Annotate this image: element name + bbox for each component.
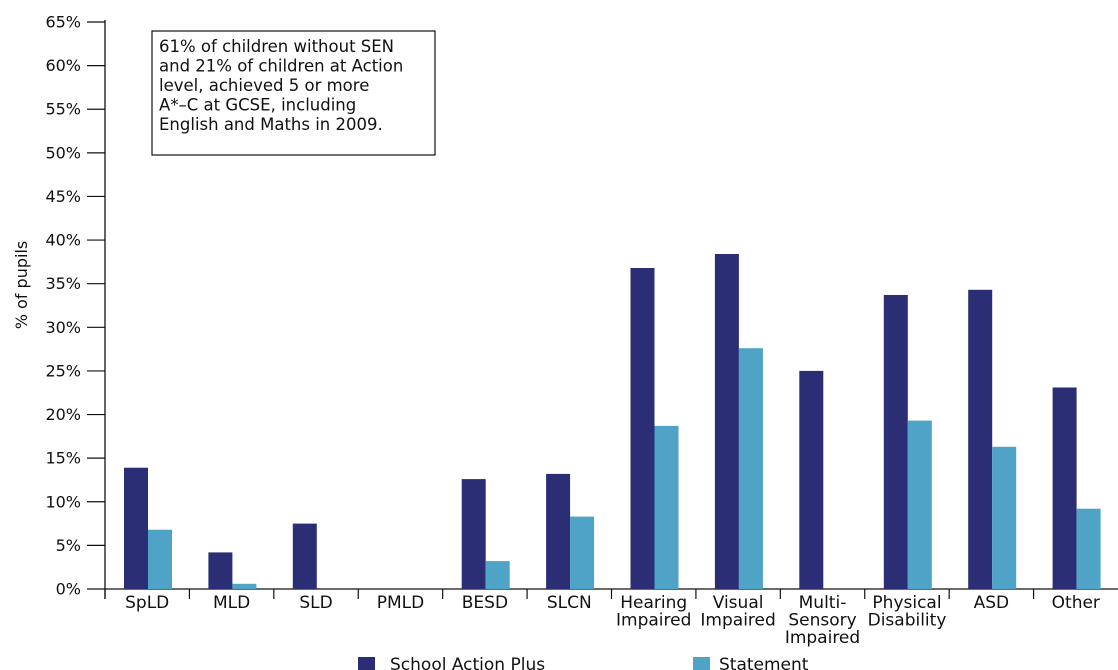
x-category-label: SpLD [125, 593, 169, 613]
x-category-label: Other [1052, 593, 1100, 613]
y-tick-label: 0% [56, 580, 81, 599]
bar-school-action-plus [968, 289, 993, 589]
y-tick-label: 10% [45, 492, 81, 511]
axes [104, 20, 1118, 599]
x-category-label: Multi- [799, 593, 847, 613]
x-category-label: Impaired [616, 611, 691, 631]
bar-school-action-plus [883, 295, 908, 589]
bar-statement [485, 561, 510, 589]
y-tick-label: 55% [45, 100, 81, 119]
bar-statement [232, 583, 257, 589]
bar-school-action-plus [124, 467, 148, 589]
bar-school-action-plus [208, 552, 233, 589]
x-axis-labels: SpLD MLD SLD PMLD BESD SLCN HearingImpairedVis… [125, 593, 1100, 648]
x-category-label: Visual [713, 593, 764, 613]
bar-statement [654, 425, 679, 589]
x-category-label: SLD [299, 593, 332, 613]
y-tick-label: 60% [45, 56, 81, 75]
bar-school-action-plus [630, 268, 655, 589]
x-category-label: Impaired [785, 628, 860, 648]
y-axis-ticks: 0% 5% 10% 15% 20% 25% 30% 35% 40% 45% 50% 55% 60% 65% [45, 13, 105, 599]
annotation-line: and 21% of children at Action [159, 57, 403, 76]
bar-school-action-plus [714, 254, 739, 589]
x-category-label: Disability [868, 611, 947, 631]
y-tick-label: 45% [45, 187, 81, 206]
y-tick-label: 5% [56, 536, 81, 555]
y-tick-label: 50% [45, 143, 81, 162]
x-category-label: ASD [974, 593, 1010, 613]
y-tick-label: 35% [45, 274, 81, 293]
annotation-border [151, 30, 436, 156]
bar-statement [570, 516, 595, 589]
y-tick-label: 25% [45, 361, 81, 380]
x-category-label: MLD [213, 593, 250, 613]
x-category-label: Impaired [700, 611, 775, 631]
bar-statement [992, 446, 1017, 589]
legend-label: School Action Plus [390, 655, 545, 670]
bar-statement [148, 529, 172, 589]
annotation-line: 61% of children without SEN [159, 37, 394, 56]
annotation-line: English and Maths in 2009. [159, 115, 383, 134]
bar-school-action-plus [799, 370, 824, 589]
x-category-label: SLCN [547, 593, 592, 613]
y-tick-label: 40% [45, 231, 81, 250]
y-tick-label: 20% [45, 405, 81, 424]
x-category-label: BESD [462, 593, 508, 613]
bar-school-action-plus [1052, 387, 1077, 589]
bar-school-action-plus [292, 523, 317, 589]
bar-school-action-plus [546, 473, 571, 589]
annotation-line: A*–C at GCSE, including [159, 96, 356, 115]
legend-swatch [693, 657, 710, 670]
legend: School Action Plus Statement [358, 655, 809, 670]
bars [124, 254, 1101, 589]
y-axis-title: % of pupils [12, 241, 31, 329]
x-category-label: Sensory [788, 611, 856, 631]
bar-statement [738, 348, 763, 589]
x-category-label: Hearing [620, 593, 687, 613]
x-category-label: Physical [872, 593, 941, 613]
legend-label: Statement [719, 655, 809, 670]
y-tick-label: 65% [45, 13, 81, 32]
bar-school-action-plus [461, 479, 486, 589]
annotation-line: level, achieved 5 or more [159, 76, 369, 95]
y-tick-label: 15% [45, 449, 81, 468]
legend-swatch [358, 657, 375, 670]
x-category-label: PMLD [377, 593, 424, 613]
y-tick-label: 30% [45, 318, 81, 337]
bar-statement [907, 420, 932, 589]
bar-statement [1076, 508, 1101, 589]
